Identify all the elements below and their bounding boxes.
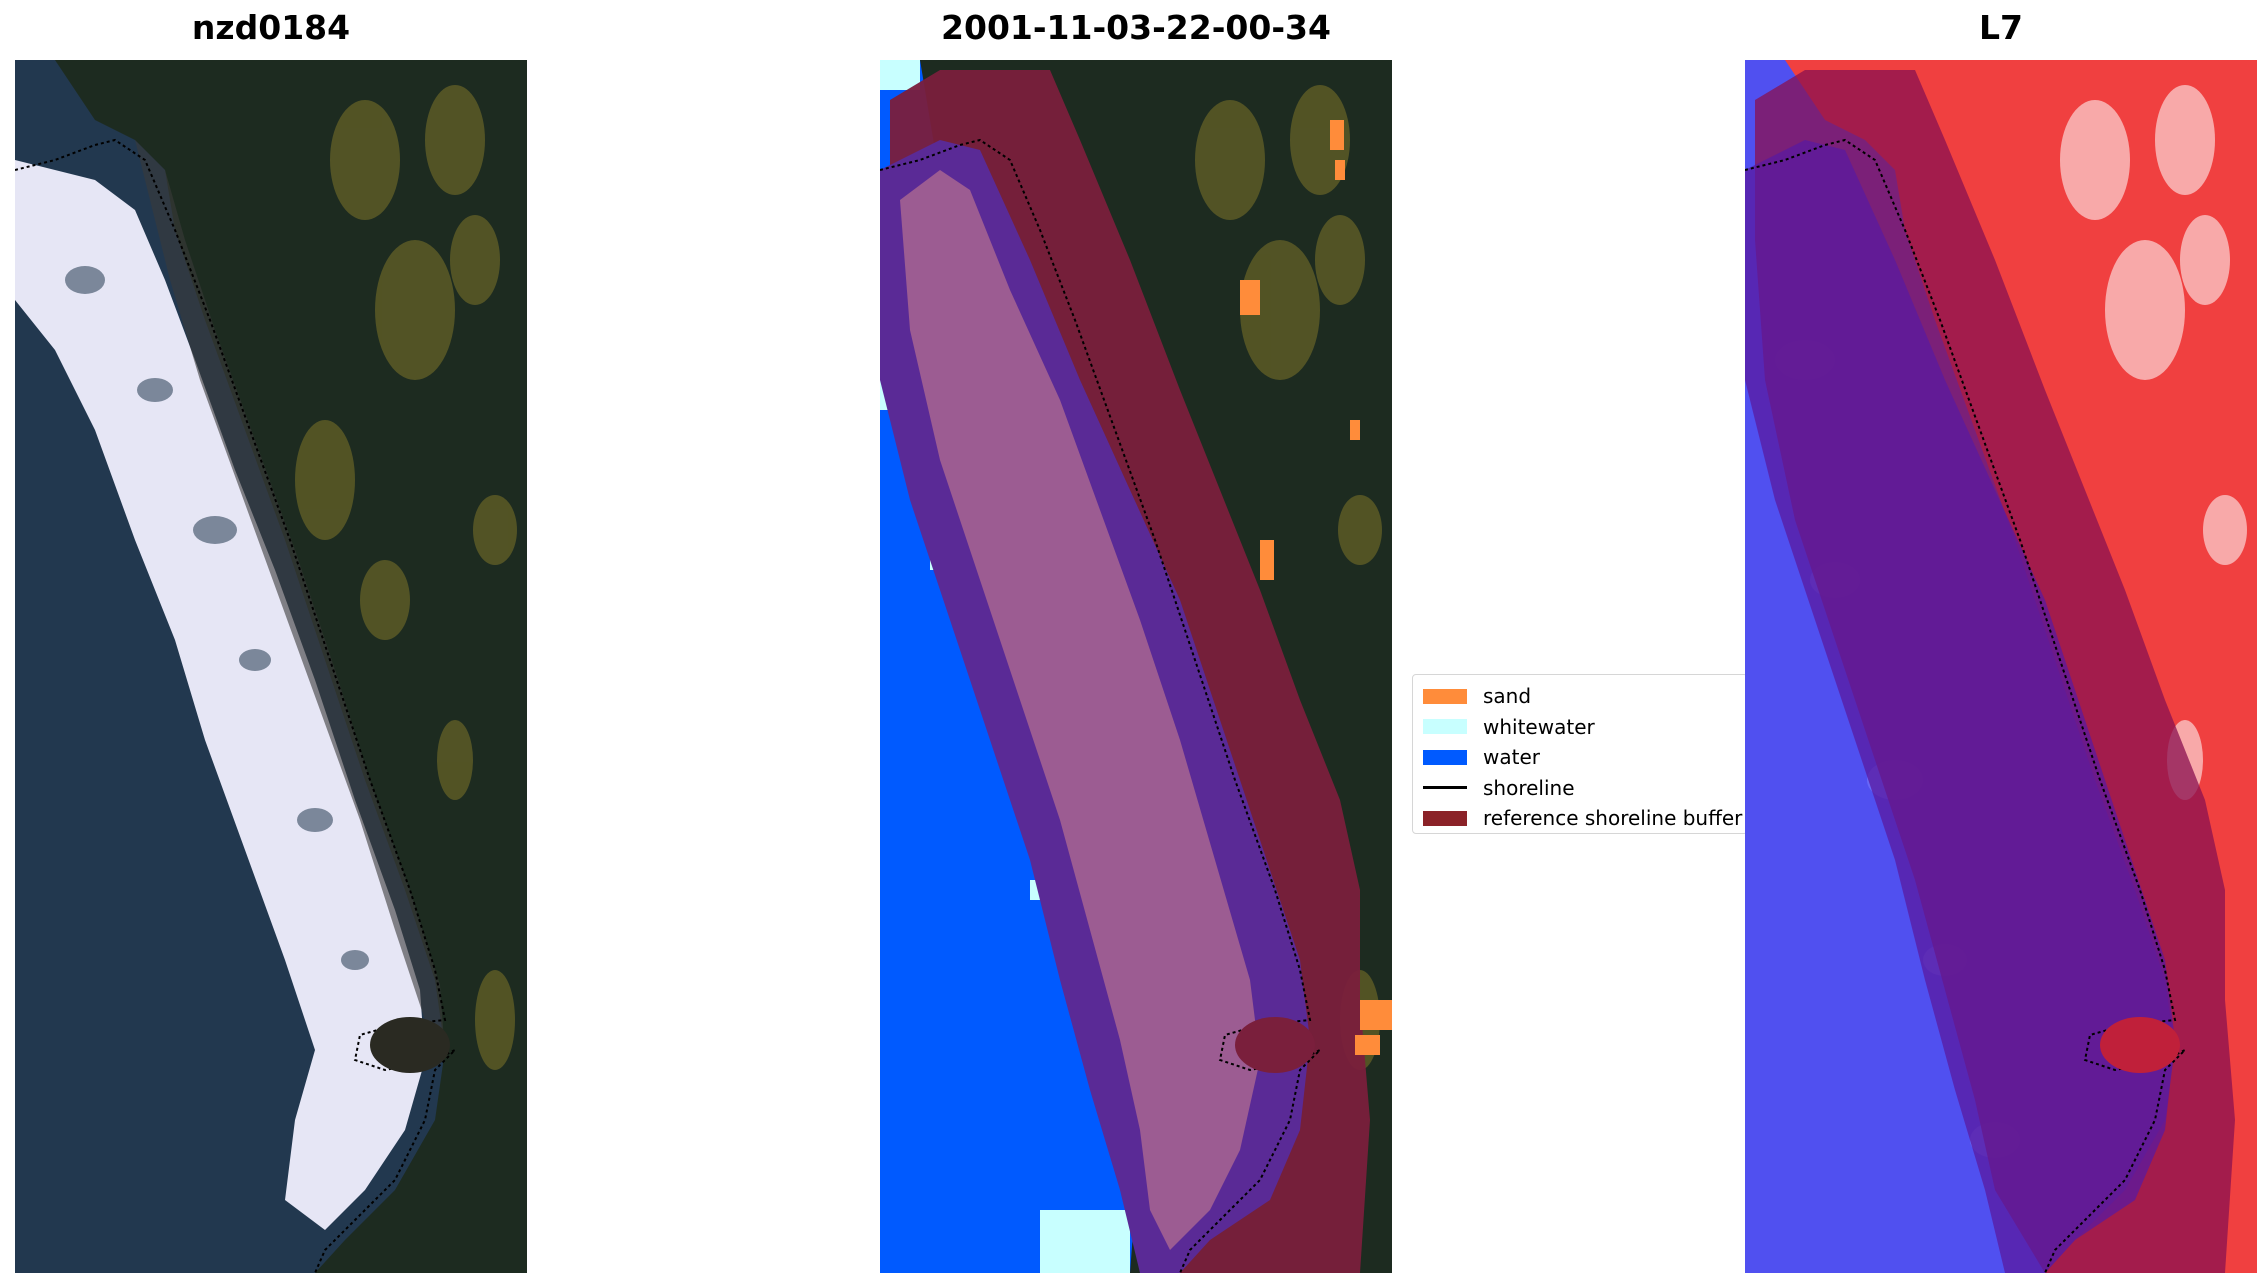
headland xyxy=(2100,1017,2180,1073)
panel-title-satellite: L7 xyxy=(1979,8,2023,47)
legend: sand whitewater water shoreline referenc… xyxy=(1412,674,1748,834)
index-image-svg xyxy=(1745,60,2257,1273)
headland xyxy=(1235,1017,1315,1073)
rgb-image-svg xyxy=(15,60,527,1273)
shoreline xyxy=(1745,138,2186,1273)
rgb-satellite-image xyxy=(15,60,527,1273)
beach-strip xyxy=(135,140,445,1055)
panel-title-rgb: nzd0184 xyxy=(191,8,351,47)
legend-label: whitewater xyxy=(1483,714,1595,739)
buffer-water-zone xyxy=(1745,140,2175,1273)
classified-image xyxy=(880,60,1392,1273)
legend-item-buffer: reference shoreline buffer xyxy=(1423,803,1747,833)
water-swatch xyxy=(1423,749,1467,765)
buffer-swatch xyxy=(1423,810,1467,826)
legend-item-sand: sand xyxy=(1423,681,1747,712)
classified-sand-zone xyxy=(900,170,1260,1250)
legend-label: water xyxy=(1483,745,1540,770)
legend-item-water: water xyxy=(1423,742,1747,773)
whitewater-swatch xyxy=(1423,719,1467,735)
headland xyxy=(370,1017,450,1073)
shoreline xyxy=(880,138,1321,1273)
legend-label: sand xyxy=(1483,684,1532,709)
shoreline-line xyxy=(1423,786,1467,790)
surf-gaps xyxy=(65,266,369,970)
land-highlights xyxy=(2060,85,2247,800)
classified-image-svg xyxy=(880,60,1392,1273)
sand-class xyxy=(1240,120,1392,1055)
panel-title-date: 2001-11-03-22-00-34 xyxy=(941,8,1331,47)
vegetation-patches xyxy=(295,85,517,1070)
sand-swatch xyxy=(1423,688,1467,704)
legend-item-whitewater: whitewater xyxy=(1423,712,1747,743)
legend-item-shoreline: shoreline xyxy=(1423,773,1747,804)
surf-zone xyxy=(15,160,425,1230)
index-image xyxy=(1745,60,2257,1273)
legend-label: shoreline xyxy=(1483,775,1575,800)
legend-label: reference shoreline buffer xyxy=(1483,806,1743,831)
shoreline xyxy=(15,138,456,1273)
